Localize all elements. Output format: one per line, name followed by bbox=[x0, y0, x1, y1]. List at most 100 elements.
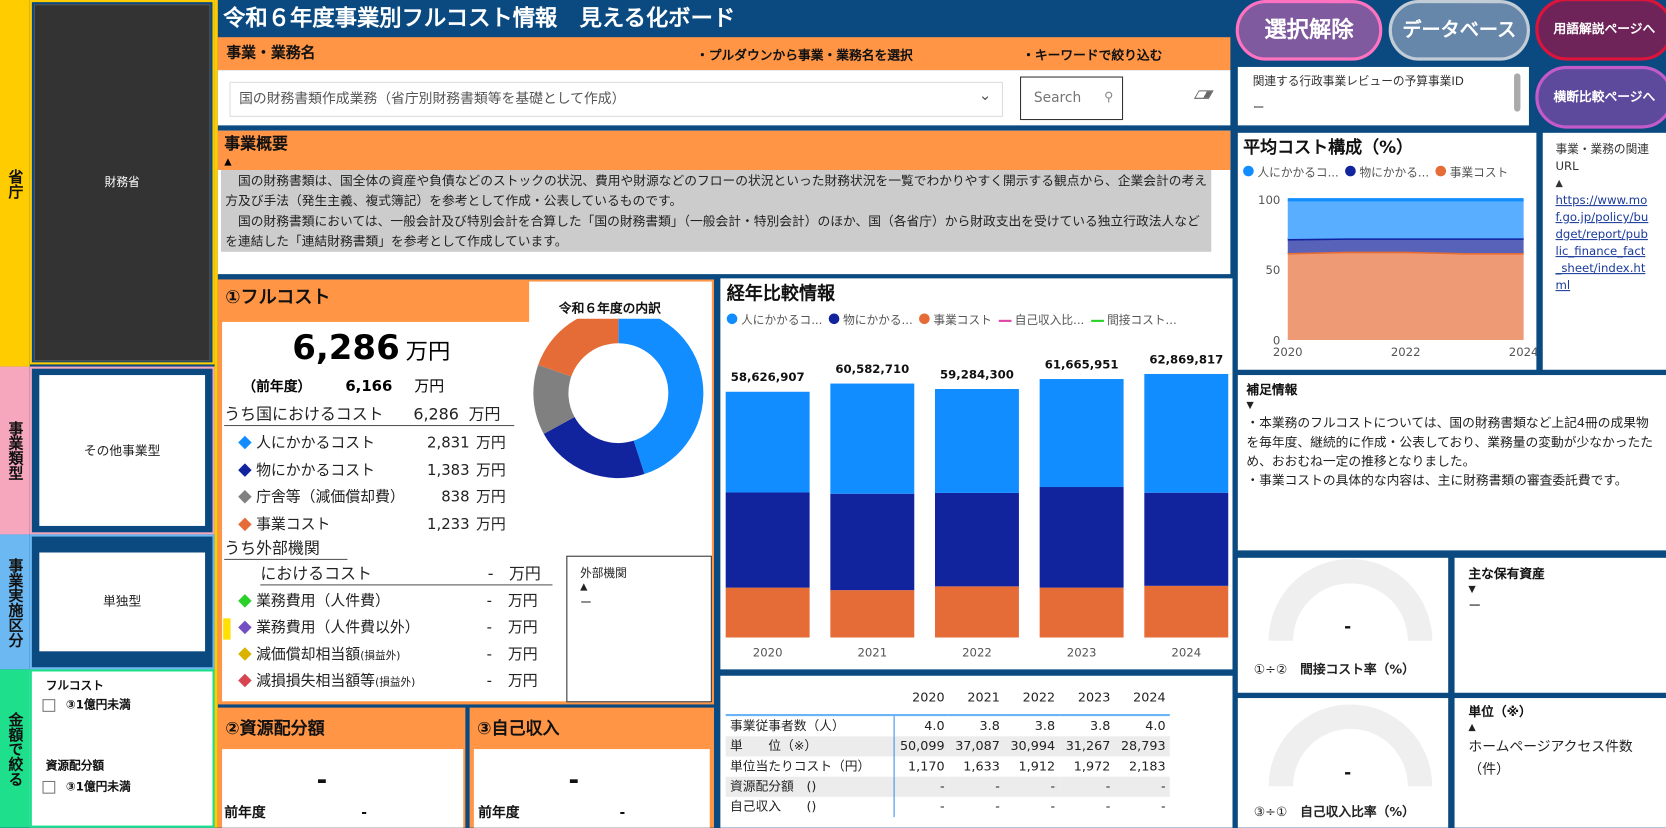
legend-item[interactable]: 物にかかる... bbox=[828, 313, 913, 327]
external-item-row: 業務費用（人件費以外） - 万円 bbox=[236, 618, 555, 639]
yearly-table-panel: 2020 2021 2022 2023 2024 事業従事者数（人） 4.0 3.8 3.8 3.… bbox=[720, 675, 1233, 828]
business-type-label: 事業類型 bbox=[0, 366, 30, 535]
table-row: 資源配分額 () - - - - - bbox=[725, 776, 1170, 797]
bar-segment[interactable] bbox=[725, 391, 810, 493]
cost-item-row: 庁舎等（減価償却費） 838 万円 bbox=[236, 488, 512, 507]
review-id-panel: 関連する行政事業レビューの予算事業ID ー bbox=[1237, 66, 1529, 126]
unit-panel: 単位（※） ▲ ホームページアクセス件数（件） bbox=[1454, 698, 1666, 828]
donut-slice[interactable] bbox=[543, 417, 645, 479]
legend-item[interactable]: 間接コスト... bbox=[1090, 313, 1177, 327]
ministry-slicer[interactable]: 財務省 bbox=[34, 4, 211, 362]
review-id-value: ー bbox=[1252, 100, 1265, 115]
expand-icon[interactable]: ▼ bbox=[1246, 400, 1254, 412]
area-chart-title: 平均コスト構成（%） bbox=[1243, 137, 1414, 158]
expand-icon[interactable]: ▼ bbox=[1468, 584, 1476, 595]
bar-segment[interactable] bbox=[830, 590, 915, 638]
business-type-value[interactable]: その他事業型 bbox=[83, 442, 161, 458]
cost-item-row: 物にかかるコスト 1,383 万円 bbox=[236, 461, 512, 480]
avg-cost-panel: 平均コスト構成（%） 人にかかるコ... 物にかかる... 事業コスト 100 5… bbox=[1237, 132, 1537, 370]
glossary-button[interactable]: 用語解説ページへ bbox=[1535, 0, 1666, 61]
resource-prev-value: - bbox=[361, 805, 367, 822]
prev-year-value: 6,166 bbox=[345, 378, 393, 396]
external-cost-row: におけるコスト - 万円 bbox=[260, 564, 553, 586]
legend-item[interactable]: 物にかかる... bbox=[1345, 165, 1429, 180]
collapse-icon[interactable]: ▲ bbox=[580, 582, 588, 593]
diamond-icon bbox=[238, 647, 252, 661]
business-type-slicer[interactable]: その他事業型 bbox=[39, 375, 206, 526]
self-income-value: - bbox=[568, 765, 580, 795]
table-row: 単位当たりコスト（円） 1,170 1,633 1,912 1,972 2,183 bbox=[725, 756, 1170, 777]
resource-checkbox[interactable]: ③1億円未満 bbox=[42, 780, 131, 795]
overview-header: 事業概要 bbox=[224, 133, 288, 153]
gauge-arc bbox=[1268, 704, 1433, 787]
x-tick-label: 2023 bbox=[1067, 646, 1097, 660]
bar-segment[interactable] bbox=[1039, 379, 1124, 488]
x-tick-label: 2024 bbox=[1509, 345, 1537, 359]
bar-segment[interactable] bbox=[725, 492, 810, 588]
diamond-icon bbox=[238, 517, 252, 531]
area-series[interactable] bbox=[1287, 199, 1524, 240]
scrollbar[interactable] bbox=[1514, 73, 1521, 112]
bar-segment[interactable] bbox=[1144, 492, 1229, 586]
bar-total-label: 59,284,300 bbox=[940, 367, 1014, 381]
external-label: うち外部機関 bbox=[224, 539, 348, 560]
ministry-value[interactable]: 財務省 bbox=[104, 175, 140, 190]
related-url-link[interactable]: https://www.mof.go.jp/policy/budget/repo… bbox=[1555, 193, 1649, 293]
search-field[interactable] bbox=[1031, 89, 1100, 108]
assets-panel: 主な保有資産 ▼ ー bbox=[1454, 557, 1666, 693]
area-series[interactable] bbox=[1287, 238, 1524, 254]
implementation-value[interactable]: 単独型 bbox=[103, 594, 142, 610]
supplement-panel: 補足情報 ▼ ・本業務のフルコストについては、国の財務書類など上記4冊の成果物を… bbox=[1237, 375, 1666, 551]
collapse-icon[interactable]: ▲ bbox=[1468, 722, 1476, 734]
legend-item[interactable]: 自己収入比... bbox=[998, 313, 1084, 327]
x-tick-label: 2020 bbox=[1273, 345, 1303, 359]
bar-segment[interactable] bbox=[830, 383, 915, 494]
search-icon[interactable]: ⚲ bbox=[1104, 89, 1114, 105]
cross-compare-button[interactable]: 横断比較ページへ bbox=[1535, 65, 1666, 129]
legend-item[interactable]: 事業コスト bbox=[919, 313, 992, 327]
url-panel: 事業・業務の関連URL ▲ https://www.mof.go.jp/poli… bbox=[1542, 132, 1666, 370]
legend-item[interactable]: 事業コスト bbox=[1435, 165, 1508, 180]
fullcost-checkbox[interactable]: ③1億円未満 bbox=[42, 698, 131, 713]
y-tick-label: 0 bbox=[1273, 333, 1280, 347]
business-header: 事業・業務名 ・プルダウンから事業・業務名を選択 ・キーワードで絞り込む bbox=[217, 37, 1231, 71]
search-input[interactable]: ⚲ bbox=[1020, 76, 1124, 121]
page-title: 令和６年度事業別フルコスト情報 見える化ボード bbox=[223, 5, 736, 31]
indirect-cost-gauge: - ①÷② 間接コスト率（%） bbox=[1237, 557, 1449, 693]
database-button[interactable]: データベース bbox=[1388, 0, 1530, 61]
area-series[interactable] bbox=[1287, 251, 1524, 340]
external-item-row: 減価償却相当額(損益外) - 万円 bbox=[236, 645, 555, 666]
gauge-value: - bbox=[1344, 761, 1352, 782]
legend-item[interactable]: 人にかかるコ... bbox=[1243, 165, 1339, 180]
donut-slice[interactable] bbox=[538, 318, 619, 377]
table-row: 単 位（※） 50,099 37,087 30,994 31,267 28,793 bbox=[725, 736, 1170, 757]
bar-segment[interactable] bbox=[1144, 373, 1229, 493]
clear-selection-button[interactable]: 選択解除 bbox=[1235, 0, 1383, 61]
collapse-icon[interactable]: ▲ bbox=[1555, 178, 1563, 190]
self-income-prev-value: - bbox=[619, 805, 626, 822]
bar-segment[interactable] bbox=[935, 492, 1019, 587]
chevron-down-icon[interactable]: ⌄ bbox=[978, 87, 992, 105]
bar-segment[interactable] bbox=[830, 493, 915, 591]
donut-slice[interactable] bbox=[533, 364, 575, 434]
bar-segment[interactable] bbox=[1039, 487, 1124, 588]
amount-filter-panel: フルコスト ③1億円未満 資源配分額 ③1億円未満 bbox=[29, 669, 215, 828]
implementation-slicer[interactable]: 単独型 bbox=[39, 552, 206, 652]
collapse-icon[interactable]: ▲ bbox=[224, 157, 232, 168]
bar-segment[interactable] bbox=[1039, 587, 1124, 638]
bar-segment[interactable] bbox=[1144, 585, 1229, 638]
fullcost-header: ①フルコスト bbox=[225, 286, 331, 309]
diamond-icon bbox=[238, 620, 252, 635]
overview-text: 国の財務書類は、国全体の資産や負債などのストックの状況、費用や財源などのフローの… bbox=[221, 170, 1212, 252]
y-tick-label: 50 bbox=[1265, 263, 1280, 277]
bar-segment[interactable] bbox=[935, 389, 1019, 493]
self-income-gauge: - ③÷① 自己収入比率（%） bbox=[1237, 698, 1449, 828]
donut-slice[interactable] bbox=[618, 318, 704, 475]
bar-segment[interactable] bbox=[725, 587, 810, 638]
bar-segment[interactable] bbox=[935, 586, 1019, 638]
dropdown-hint: ・プルダウンから事業・業務名を選択 bbox=[695, 47, 913, 63]
business-dropdown-value[interactable]: 国の財務書類作成業務（省庁別財務書類等を基礎として作成） bbox=[239, 91, 626, 108]
diamond-icon bbox=[238, 435, 252, 450]
business-dropdown[interactable]: 国の財務書類作成業務（省庁別財務書類等を基礎として作成） ⌄ bbox=[229, 81, 1003, 117]
legend-item[interactable]: 人にかかるコ... bbox=[726, 313, 822, 327]
